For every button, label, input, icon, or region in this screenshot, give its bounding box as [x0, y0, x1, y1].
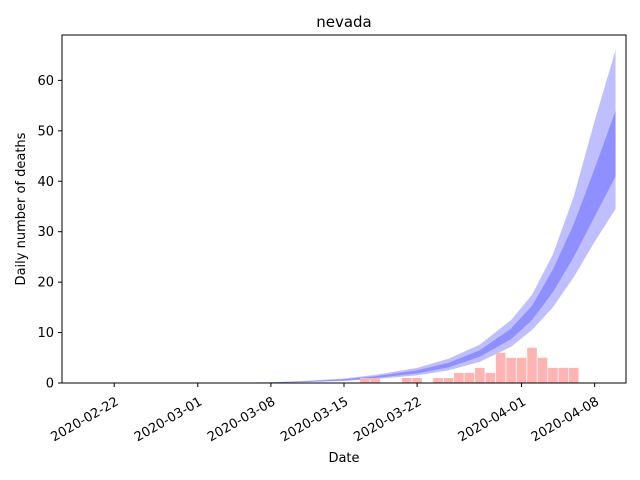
prediction-bands — [197, 50, 616, 384]
bar — [516, 357, 527, 383]
bar — [485, 372, 496, 383]
bar — [537, 357, 548, 383]
band-outer — [197, 50, 616, 383]
y-tick-label: 0 — [46, 377, 54, 392]
bar — [506, 357, 516, 383]
plot-frame — [61, 34, 627, 384]
bar — [568, 367, 579, 383]
bar — [412, 377, 422, 383]
y-tick-label: 20 — [37, 276, 54, 291]
bar — [464, 372, 475, 383]
bar — [495, 352, 506, 383]
x-tick-label: 2020-02-22 — [48, 394, 121, 445]
y-axis-label: Daily number of deaths — [14, 132, 29, 285]
y-tick-label: 40 — [37, 175, 54, 190]
y-tick-label: 60 — [37, 74, 54, 89]
x-axis: 2020-02-22 2020-03-01 2020-03-08 2020-03-15… — [48, 383, 602, 445]
bar — [443, 377, 454, 383]
x-tick-label: 2020-04-08 — [529, 394, 602, 445]
bar — [558, 367, 569, 383]
x-tick-label: 2020-04-01 — [456, 394, 529, 445]
bar — [370, 377, 381, 383]
bar — [433, 377, 443, 383]
band-inner — [197, 110, 616, 384]
y-tick-label: 50 — [37, 124, 54, 139]
x-axis-label: Date — [328, 451, 359, 466]
x-tick-label: 2020-03-08 — [205, 394, 278, 445]
bar — [527, 347, 537, 383]
x-tick-label: 2020-03-01 — [132, 394, 205, 445]
bar-series — [360, 347, 579, 383]
bar — [401, 377, 412, 383]
y-tick-label: 10 — [37, 326, 54, 341]
y-axis: 0 10 20 30 40 50 60 — [37, 74, 62, 392]
bar — [360, 377, 370, 383]
x-tick-label: 2020-03-15 — [278, 394, 351, 445]
y-tick-label: 30 — [37, 225, 54, 240]
chart-title: nevada — [316, 13, 372, 31]
bar — [474, 367, 485, 383]
bar — [548, 367, 558, 383]
bar — [454, 372, 464, 383]
x-tick-label: 2020-03-22 — [351, 394, 424, 445]
